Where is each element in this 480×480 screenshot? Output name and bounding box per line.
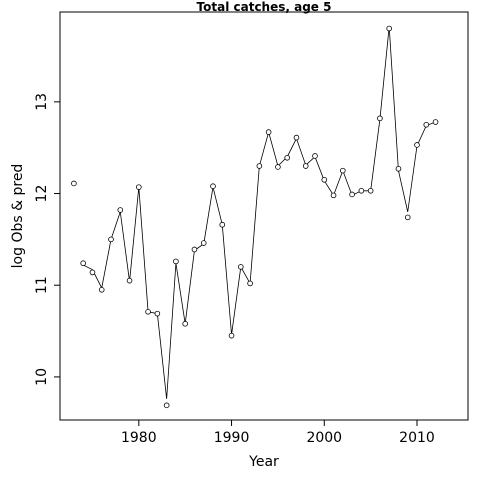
chart-title: Total catches, age 5 — [197, 0, 332, 14]
series-layer — [71, 25, 439, 409]
observed-point-2008 — [395, 165, 402, 172]
observed-point-1996 — [284, 154, 290, 161]
observed-point-2000 — [321, 176, 328, 183]
observed-point-2007 — [386, 25, 392, 32]
observed-point-1974 — [80, 260, 86, 267]
observed-point-2005 — [367, 187, 374, 194]
plot-frame — [59, 11, 469, 421]
y-axis: 10 11 12 13 — [34, 93, 60, 386]
observed-point-1980 — [136, 184, 142, 190]
y-tick-label: 11 — [34, 276, 50, 294]
observed-point-1994 — [265, 129, 272, 135]
observed-point-2001 — [330, 192, 337, 199]
observed-point-1987 — [200, 240, 207, 246]
observed-point-1973 — [71, 180, 77, 187]
observed-point-1995 — [275, 164, 281, 170]
observed-point-1986 — [191, 246, 198, 253]
observed-point-1988 — [210, 183, 216, 190]
y-tick-label: 10 — [34, 368, 50, 386]
observed-point-1999 — [312, 153, 318, 159]
y-tick-label: 13 — [34, 93, 50, 111]
observed-point-1975 — [89, 269, 96, 276]
observed-point-1978 — [117, 207, 124, 213]
x-axis: 1980 1990 2000 2010 — [121, 420, 435, 446]
observed-point-1983 — [163, 402, 170, 409]
observed-point-2002 — [340, 167, 346, 174]
observed-point-2004 — [358, 187, 365, 194]
observed-point-1979 — [126, 277, 133, 284]
observed-point-2003 — [349, 191, 355, 198]
observed-point-1984 — [173, 258, 179, 265]
x-tick-label: 1980 — [121, 430, 157, 446]
observed-point-2010 — [414, 142, 420, 148]
observed-point-1993 — [256, 163, 263, 169]
observed-point-1990 — [228, 332, 235, 339]
x-axis-label: Year — [248, 454, 279, 470]
x-tick-label: 1990 — [214, 430, 250, 446]
y-tick-label: 12 — [34, 185, 50, 203]
x-tick-label: 2000 — [306, 430, 342, 446]
observed-point-1997 — [293, 134, 300, 141]
observed-point-1982 — [154, 310, 161, 317]
observed-point-1981 — [145, 309, 151, 315]
observed-point-1991 — [238, 264, 244, 270]
y-axis-label: log Obs & pred — [10, 164, 26, 269]
predicted-line — [83, 26, 436, 399]
x-tick-label: 2010 — [399, 430, 435, 446]
observed-point-2011 — [423, 121, 430, 128]
observed-point-1992 — [247, 280, 253, 287]
observed-point-2006 — [377, 115, 383, 122]
observed-point-2009 — [404, 214, 411, 221]
observed-point-2012 — [432, 119, 439, 125]
observed-point-1985 — [182, 320, 188, 327]
observed-point-1998 — [302, 163, 309, 169]
observed-point-1976 — [98, 287, 105, 293]
observed-point-1977 — [108, 236, 114, 243]
observed-point-1989 — [219, 221, 226, 228]
